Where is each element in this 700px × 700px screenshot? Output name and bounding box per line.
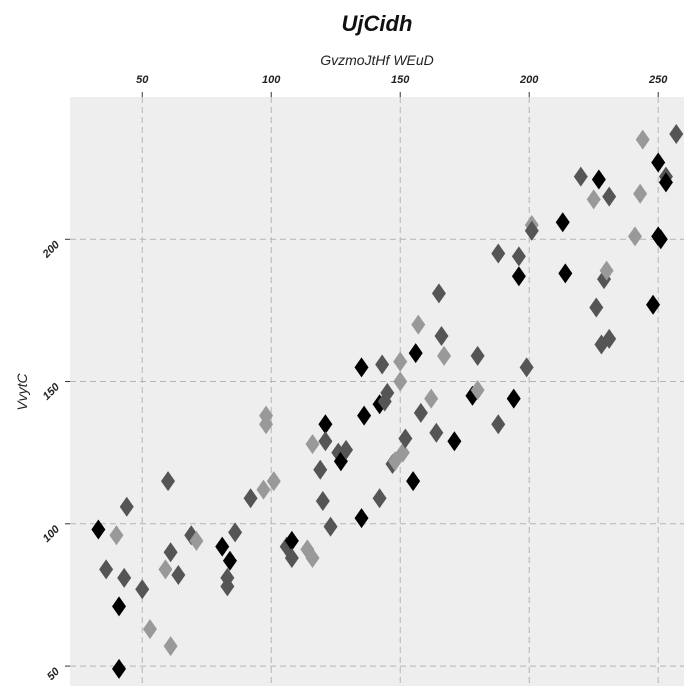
data-point xyxy=(406,471,421,492)
data-point xyxy=(189,530,204,551)
data-point xyxy=(112,658,127,679)
data-point xyxy=(589,297,604,318)
data-point xyxy=(524,220,539,241)
data-point xyxy=(142,619,157,640)
data-point xyxy=(305,434,320,455)
data-point xyxy=(91,519,106,540)
x-axis-label: GvzmoJtHf WEuD xyxy=(320,52,434,68)
data-point xyxy=(215,536,230,557)
x-tick-label: 250 xyxy=(648,74,668,86)
data-point xyxy=(171,565,186,586)
data-point xyxy=(586,189,601,210)
data-point xyxy=(646,294,661,315)
data-point xyxy=(354,508,369,529)
data-point xyxy=(163,636,178,657)
data-point xyxy=(222,550,237,571)
y-tick-labels: 50 100 150 200 xyxy=(40,238,63,683)
data-point xyxy=(555,212,570,233)
data-point xyxy=(602,186,617,207)
y-axis-label: VvytC xyxy=(14,372,30,410)
data-point xyxy=(470,380,485,401)
data-point xyxy=(602,328,617,349)
data-point xyxy=(117,567,132,588)
data-point xyxy=(424,388,439,409)
data-point xyxy=(511,246,526,267)
data-point xyxy=(163,542,178,563)
data-point xyxy=(259,405,274,426)
x-tick-label: 200 xyxy=(519,74,539,86)
data-point xyxy=(658,172,673,193)
plot-background xyxy=(70,97,684,686)
data-point xyxy=(357,405,372,426)
data-point xyxy=(470,345,485,366)
data-point xyxy=(284,547,299,568)
data-point xyxy=(669,123,684,144)
data-point xyxy=(318,414,333,435)
data-point xyxy=(558,263,573,284)
data-point xyxy=(434,326,449,347)
data-point xyxy=(354,357,369,378)
data-point xyxy=(411,314,426,335)
data-point xyxy=(315,491,330,512)
data-point xyxy=(372,488,387,509)
data-point xyxy=(398,428,413,449)
data-point xyxy=(633,183,648,204)
data-point xyxy=(158,559,173,580)
data-point xyxy=(491,414,506,435)
data-point xyxy=(228,522,243,543)
data-point xyxy=(573,166,588,187)
data-points xyxy=(91,123,684,679)
x-tick-label: 150 xyxy=(391,74,410,86)
data-point xyxy=(256,479,271,500)
grid-lines xyxy=(70,97,684,686)
y-tick-label: 150 xyxy=(41,381,63,403)
data-point xyxy=(653,229,668,250)
data-point xyxy=(519,357,534,378)
x-tick-label: 50 xyxy=(136,74,149,86)
data-point xyxy=(99,559,114,580)
data-point xyxy=(323,516,338,537)
data-point xyxy=(220,567,235,588)
data-point xyxy=(109,525,124,546)
data-point xyxy=(305,547,320,568)
data-point xyxy=(635,129,650,150)
data-point xyxy=(591,169,606,190)
data-point xyxy=(161,471,176,492)
chart-title: UjCidh xyxy=(342,11,413,36)
y-tick-label: 100 xyxy=(41,523,63,545)
data-point xyxy=(491,243,506,264)
data-point xyxy=(511,266,526,287)
data-point xyxy=(393,351,408,372)
x-tick-label: 100 xyxy=(262,74,281,86)
data-point xyxy=(380,382,395,403)
data-point xyxy=(506,388,521,409)
data-point xyxy=(135,579,150,600)
data-point xyxy=(112,596,127,617)
data-point xyxy=(339,439,354,460)
data-point xyxy=(651,152,666,173)
data-point xyxy=(437,345,452,366)
tick-marks xyxy=(65,92,659,667)
data-point xyxy=(266,471,281,492)
data-point xyxy=(408,343,423,364)
x-tick-labels: 50 100 150 200 250 xyxy=(136,74,668,86)
data-point xyxy=(627,226,642,247)
data-point xyxy=(284,530,299,551)
data-point xyxy=(395,442,410,463)
y-tick-label: 200 xyxy=(40,238,63,261)
data-point xyxy=(119,496,134,517)
data-point xyxy=(599,260,614,281)
data-point xyxy=(318,431,333,452)
y-tick-label: 50 xyxy=(45,665,63,683)
data-point xyxy=(375,354,390,375)
data-point xyxy=(413,402,428,423)
data-point xyxy=(431,283,446,304)
data-point xyxy=(447,431,462,452)
data-point xyxy=(243,488,258,509)
data-point xyxy=(393,371,408,392)
data-point xyxy=(313,459,328,480)
data-point xyxy=(429,422,444,443)
